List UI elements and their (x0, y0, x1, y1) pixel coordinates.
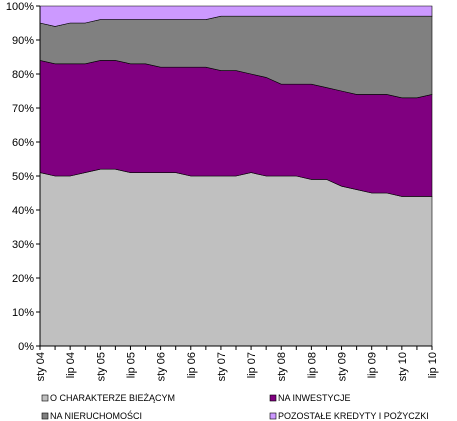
x-tick-label: lip 05 (125, 352, 137, 378)
y-tick-label: 60% (12, 137, 34, 149)
x-tick-label: lip 09 (367, 352, 379, 378)
y-tick-label: 0% (18, 341, 34, 353)
x-tick-label: lip 06 (186, 352, 198, 378)
x-tick-label: sty 06 (156, 352, 168, 381)
x-tick-label: sty 05 (95, 352, 107, 381)
y-tick-label: 50% (12, 171, 34, 183)
y-tick-label: 100% (6, 1, 34, 13)
y-tick-label: 10% (12, 307, 34, 319)
legend-marker (269, 394, 277, 402)
y-tick-label: 70% (12, 103, 34, 115)
x-tick-label: sty 07 (216, 352, 228, 381)
y-tick-label: 80% (12, 69, 34, 81)
x-tick-label: sty 08 (276, 352, 288, 381)
y-tick-label: 90% (12, 35, 34, 47)
y-tick-label: 20% (12, 273, 34, 285)
legend-label: POZOSTAŁE KREDYTY I POŻYCZKI (278, 411, 429, 421)
x-tick-label: sty 04 (35, 352, 47, 381)
legend-label: NA INWESTYCJE (278, 393, 351, 403)
x-tick-label: lip 07 (246, 352, 258, 378)
area (39, 168, 433, 347)
y-tick-label: 30% (12, 239, 34, 251)
x-tick-label: lip 10 (427, 352, 439, 378)
legend-marker (269, 412, 277, 420)
legend-marker (41, 412, 49, 420)
legend-label: O CHARAKTERZE BIEŻĄCYM (50, 393, 175, 403)
legend-marker (41, 394, 49, 402)
y-tick-label: 40% (12, 205, 34, 217)
x-tick-label: lip 04 (65, 352, 77, 378)
x-tick-label: sty 09 (337, 352, 349, 381)
x-tick-label: sty 10 (397, 352, 409, 381)
x-tick-label: lip 08 (306, 352, 318, 378)
area (39, 5, 433, 27)
legend-label: NA NIERUCHOMOŚCI (50, 410, 142, 421)
